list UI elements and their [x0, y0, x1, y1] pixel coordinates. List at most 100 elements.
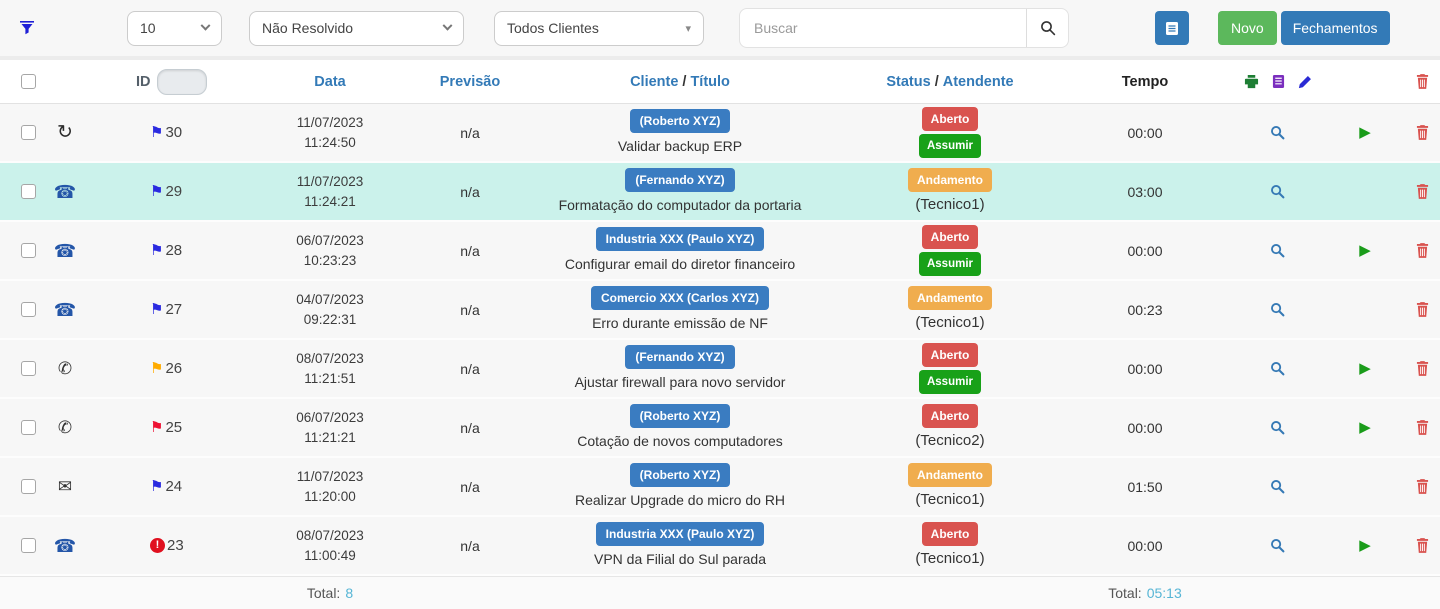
row-checkbox[interactable]	[21, 479, 36, 494]
row-checkbox[interactable]	[21, 243, 36, 258]
ticket-previsao: n/a	[460, 183, 480, 200]
delete-ticket-icon[interactable]	[1416, 184, 1429, 199]
id-filter-input[interactable]	[156, 68, 207, 95]
attendant[interactable]: (Tecnico1)	[915, 196, 985, 213]
status-badge: Andamento	[908, 463, 992, 487]
start-timer-icon[interactable]: ▶	[1359, 537, 1371, 554]
view-ticket-icon[interactable]	[1270, 420, 1285, 435]
toolbar: 10 Não Resolvido Todos Clientes ▾ Novo F…	[0, 0, 1440, 56]
sort-previsao-header[interactable]: Previsão	[439, 73, 501, 90]
table-row[interactable]: ↻ ⚑ 30 11/07/2023 11:24:50 n/a (Roberto …	[0, 104, 1440, 163]
row-checkbox[interactable]	[21, 184, 36, 199]
client-badge: Industria XXX (Paulo XYZ)	[595, 227, 765, 251]
start-timer-icon[interactable]: ▶	[1359, 360, 1371, 377]
sort-titulo-header[interactable]: Título	[690, 73, 730, 90]
start-timer-icon[interactable]: ▶	[1359, 419, 1371, 436]
row-checkbox[interactable]	[21, 302, 36, 317]
view-ticket-icon[interactable]	[1270, 538, 1285, 553]
header-separator: /	[682, 73, 687, 90]
fechamentos-button[interactable]: Fechamentos	[1280, 11, 1390, 45]
row-checkbox[interactable]	[21, 125, 36, 140]
status-badge: Aberto	[921, 343, 979, 367]
search-box	[739, 8, 1069, 48]
attendant[interactable]: (Tecnico1)	[915, 550, 985, 567]
table-row[interactable]: ✆ ⚑ 25 06/07/2023 11:21:21 n/a (Roberto …	[0, 399, 1440, 458]
ticket-title: Ajustar firewall para novo servidor	[574, 374, 786, 390]
ticket-tempo: 00:00	[1127, 242, 1163, 259]
search-input[interactable]	[740, 9, 1026, 47]
ticket-tempo: 01:50	[1127, 478, 1163, 495]
status-badge: Aberto	[921, 225, 979, 249]
ticket-previsao: n/a	[460, 478, 480, 495]
table-row[interactable]: ✉ ⚑ 24 11/07/2023 11:20:00 n/a (Roberto …	[0, 458, 1440, 517]
view-ticket-icon[interactable]	[1270, 361, 1285, 376]
priority-flag-icon: ⚑	[150, 360, 164, 377]
view-ticket-icon[interactable]	[1270, 125, 1285, 140]
ticket-id: 24	[165, 478, 183, 495]
row-checkbox[interactable]	[21, 538, 36, 553]
sort-cliente-header[interactable]: Cliente	[630, 73, 679, 90]
channel-icon: ☎	[53, 181, 77, 202]
table-row[interactable]: ✆ ⚑ 26 08/07/2023 11:21:51 n/a (Fernando…	[0, 340, 1440, 399]
table-row[interactable]: ☎ ⚑ 28 06/07/2023 10:23:23 n/a Industria…	[0, 222, 1440, 281]
table-row[interactable]: ☎ ! 23 08/07/2023 11:00:49 n/a Industria…	[0, 517, 1440, 576]
delete-ticket-icon[interactable]	[1416, 302, 1429, 317]
sort-atendente-header[interactable]: Atendente	[942, 73, 1014, 90]
attendant[interactable]: (Tecnico1)	[915, 314, 985, 331]
select-all-checkbox[interactable]	[21, 74, 36, 89]
start-timer-icon[interactable]: ▶	[1359, 242, 1371, 259]
attendant[interactable]: Assumir	[918, 370, 982, 394]
status-badge: Aberto	[921, 404, 979, 428]
search-icon[interactable]	[1026, 9, 1068, 47]
page-size-select[interactable]: 10	[127, 10, 222, 46]
delete-ticket-icon[interactable]	[1416, 538, 1429, 553]
delete-ticket-icon[interactable]	[1416, 361, 1429, 376]
view-ticket-icon[interactable]	[1270, 184, 1285, 199]
delete-ticket-icon[interactable]	[1416, 125, 1429, 140]
novo-button[interactable]: Novo	[1218, 11, 1277, 45]
row-checkbox[interactable]	[21, 420, 36, 435]
client-badge: (Fernando XYZ)	[625, 345, 735, 369]
ticket-date: 08/07/2023	[296, 350, 364, 366]
total-count-value: 8	[345, 585, 354, 601]
triangle-down-icon: ▾	[685, 22, 691, 35]
start-timer-icon[interactable]: ▶	[1359, 124, 1371, 141]
ticket-title: VPN da Filial do Sul parada	[594, 551, 766, 567]
attendant[interactable]: (Tecnico2)	[915, 432, 985, 449]
delete-ticket-icon[interactable]	[1416, 479, 1429, 494]
view-ticket-icon[interactable]	[1270, 243, 1285, 258]
calendar-button[interactable]	[1155, 11, 1189, 45]
ticket-time: 11:00:49	[304, 547, 356, 563]
client-badge: Industria XXX (Paulo XYZ)	[595, 522, 765, 546]
ticket-tempo: 03:00	[1127, 183, 1163, 200]
status-filter-select[interactable]: Não Resolvido	[249, 10, 464, 46]
status-badge: Andamento	[908, 286, 992, 310]
attendant[interactable]: (Tecnico1)	[915, 491, 985, 508]
table-row[interactable]: ☎ ⚑ 27 04/07/2023 09:22:31 n/a Comercio …	[0, 281, 1440, 340]
delete-ticket-icon[interactable]	[1416, 420, 1429, 435]
ticket-tempo: 00:23	[1127, 301, 1163, 318]
client-filter-select[interactable]: Todos Clientes ▾	[494, 10, 704, 46]
delete-all-icon[interactable]	[1416, 74, 1429, 89]
report-list-icon[interactable]	[1272, 74, 1285, 89]
channel-icon: ☎	[53, 240, 77, 261]
table-row[interactable]: ☎ ⚑ 29 11/07/2023 11:24:21 n/a (Fernando…	[0, 163, 1440, 222]
sort-status-header[interactable]: Status	[886, 73, 931, 90]
filter-icon[interactable]	[20, 21, 34, 35]
view-ticket-icon[interactable]	[1270, 479, 1285, 494]
chevron-down-icon	[200, 20, 211, 31]
ticket-id: 23	[167, 537, 184, 554]
edit-pencil-icon[interactable]	[1298, 75, 1312, 89]
print-icon[interactable]	[1244, 74, 1259, 89]
attendant[interactable]: Assumir	[918, 134, 982, 158]
channel-icon: ✆	[57, 359, 73, 378]
header-separator: /	[934, 73, 939, 90]
ticket-previsao: n/a	[460, 537, 480, 554]
attendant[interactable]: Assumir	[918, 252, 982, 276]
row-checkbox[interactable]	[21, 361, 36, 376]
delete-ticket-icon[interactable]	[1416, 243, 1429, 258]
sort-data-header[interactable]: Data	[314, 73, 346, 90]
view-ticket-icon[interactable]	[1270, 302, 1285, 317]
ticket-time: 11:24:21	[304, 193, 356, 209]
priority-flag-icon: ⚑	[150, 242, 164, 259]
